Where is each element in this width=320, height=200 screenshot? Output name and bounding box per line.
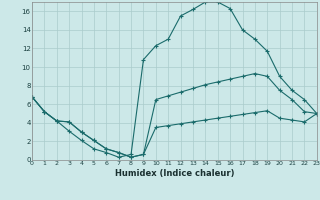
X-axis label: Humidex (Indice chaleur): Humidex (Indice chaleur) <box>115 169 234 178</box>
